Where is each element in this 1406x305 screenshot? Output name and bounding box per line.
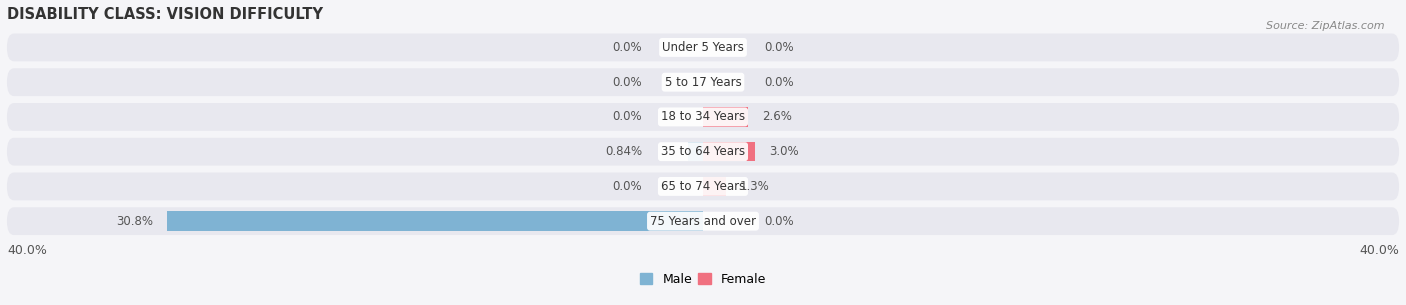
Text: 0.0%: 0.0% (763, 41, 793, 54)
Text: 0.0%: 0.0% (613, 41, 643, 54)
FancyBboxPatch shape (7, 34, 1399, 61)
FancyBboxPatch shape (7, 207, 1399, 235)
FancyBboxPatch shape (7, 138, 1399, 166)
Text: 0.84%: 0.84% (605, 145, 643, 158)
FancyBboxPatch shape (7, 173, 1399, 200)
Text: 40.0%: 40.0% (1360, 244, 1399, 257)
Bar (703, 142, 755, 161)
Bar (689, 142, 703, 161)
Text: 0.0%: 0.0% (763, 76, 793, 89)
Text: 0.0%: 0.0% (613, 180, 643, 193)
Bar (703, 177, 725, 196)
Bar (703, 107, 748, 127)
Text: 3.0%: 3.0% (769, 145, 799, 158)
Text: 5 to 17 Years: 5 to 17 Years (665, 76, 741, 89)
FancyBboxPatch shape (7, 68, 1399, 96)
Text: 75 Years and over: 75 Years and over (650, 215, 756, 228)
Text: 65 to 74 Years: 65 to 74 Years (661, 180, 745, 193)
Text: DISABILITY CLASS: VISION DIFFICULTY: DISABILITY CLASS: VISION DIFFICULTY (7, 7, 323, 22)
Text: Under 5 Years: Under 5 Years (662, 41, 744, 54)
Bar (167, 211, 703, 231)
Text: 2.6%: 2.6% (762, 110, 792, 124)
FancyBboxPatch shape (7, 103, 1399, 131)
Text: 1.3%: 1.3% (740, 180, 769, 193)
Legend: Male, Female: Male, Female (636, 268, 770, 291)
Text: 0.0%: 0.0% (613, 110, 643, 124)
Text: 18 to 34 Years: 18 to 34 Years (661, 110, 745, 124)
Text: 30.8%: 30.8% (117, 215, 153, 228)
Text: 0.0%: 0.0% (613, 76, 643, 89)
Text: 0.0%: 0.0% (763, 215, 793, 228)
Text: 35 to 64 Years: 35 to 64 Years (661, 145, 745, 158)
Text: 40.0%: 40.0% (7, 244, 46, 257)
Text: Source: ZipAtlas.com: Source: ZipAtlas.com (1267, 21, 1385, 31)
